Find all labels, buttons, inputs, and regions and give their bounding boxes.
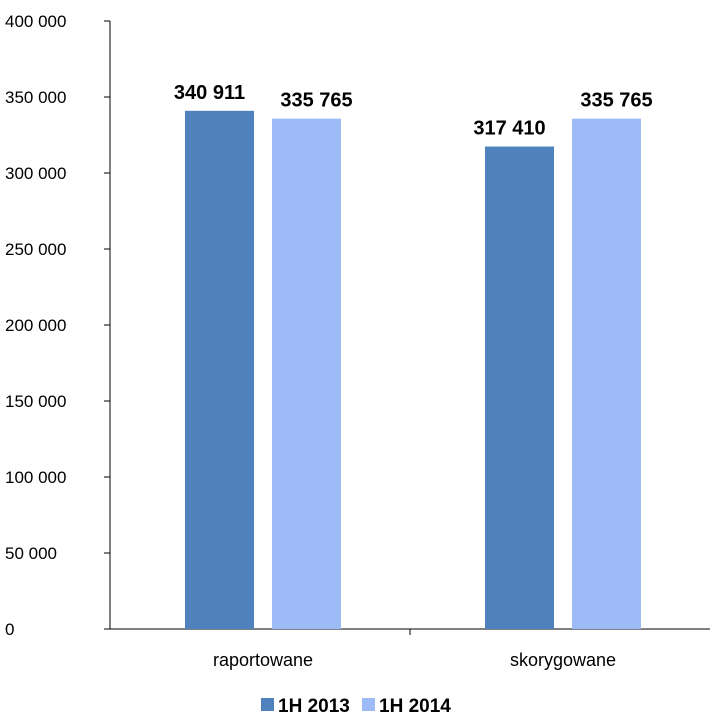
data-label: 335 765	[580, 90, 652, 112]
bar	[485, 146, 554, 629]
y-tick-label: 300 000	[5, 164, 66, 183]
data-label: 317 410	[473, 118, 545, 140]
bars	[185, 110, 641, 629]
legend-swatch	[261, 698, 274, 711]
y-axis: 0 50 000 100 000 150 000 200 000 250 000 300 0…	[5, 12, 111, 639]
legend-swatch	[362, 698, 375, 711]
y-tick-label: 100 000	[5, 468, 66, 487]
y-tick-label: 200 000	[5, 316, 66, 335]
y-tick-label: 400 000	[5, 12, 66, 31]
bar	[272, 118, 341, 629]
y-tick-label: 150 000	[5, 392, 66, 411]
x-tick-label: raportowane	[213, 650, 313, 670]
y-tick-label: 350 000	[5, 88, 66, 107]
data-labels: 340 911 335 765 317 410 335 765	[174, 82, 653, 140]
legend-label: 1H 2014	[379, 696, 451, 717]
x-tick-label: skorygowane	[510, 650, 616, 670]
bar	[185, 110, 254, 629]
legend-label: 1H 2013	[278, 696, 350, 717]
bar	[572, 118, 641, 629]
data-label: 335 765	[280, 90, 352, 112]
y-tick-label: 0	[5, 620, 14, 639]
data-label: 340 911	[174, 82, 245, 104]
legend: 1H 2013 1H 2014	[261, 696, 451, 717]
y-tick-label: 50 000	[5, 544, 57, 563]
y-tick-label: 250 000	[5, 240, 66, 259]
x-axis: raportowane skorygowane	[104, 628, 710, 670]
